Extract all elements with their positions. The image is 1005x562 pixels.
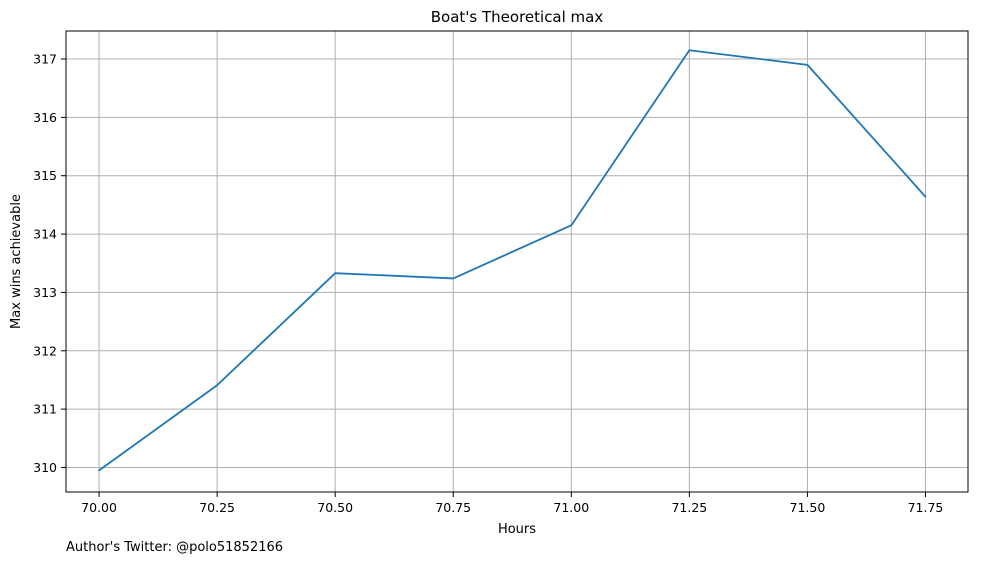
chart-title: Boat's Theoretical max	[431, 8, 604, 26]
series-line	[98, 49, 927, 472]
x-tick-label: 71.00	[553, 500, 589, 515]
series-layer	[98, 49, 927, 472]
data-point	[688, 49, 691, 52]
y-tick-label: 314	[33, 227, 57, 242]
data-point	[806, 63, 809, 66]
x-tick-label: 70.75	[435, 500, 471, 515]
y-tick-label: 310	[33, 460, 57, 475]
y-tick-label: 316	[33, 110, 57, 125]
x-tick-label: 71.50	[790, 500, 826, 515]
y-tick-label: 313	[33, 285, 57, 300]
y-tick-label: 317	[33, 52, 57, 67]
data-point	[334, 272, 337, 275]
author-footnote: Author's Twitter: @polo51852166	[66, 540, 283, 555]
y-tick-label: 312	[33, 343, 57, 358]
y-tick-label: 311	[33, 402, 57, 417]
tick-layer: 70.00 70.25 70.50 70.75 71.00 71.25 71.50 71.75…	[33, 52, 943, 515]
data-point	[98, 469, 100, 472]
data-point	[452, 277, 455, 280]
data-point	[216, 384, 219, 387]
x-tick-label: 70.50	[317, 500, 353, 515]
x-tick-label: 71.25	[671, 500, 707, 515]
x-tick-label: 71.75	[908, 500, 944, 515]
plot-frame	[65, 30, 969, 493]
x-tick-label: 70.25	[199, 500, 235, 515]
x-tick-label: 70.00	[81, 500, 117, 515]
y-tick-label: 315	[33, 168, 57, 183]
data-point	[570, 224, 573, 227]
data-point	[924, 195, 927, 198]
grid	[66, 31, 968, 492]
y-axis-label: Max wins achievable	[9, 194, 24, 329]
x-axis-label: Hours	[498, 522, 536, 537]
